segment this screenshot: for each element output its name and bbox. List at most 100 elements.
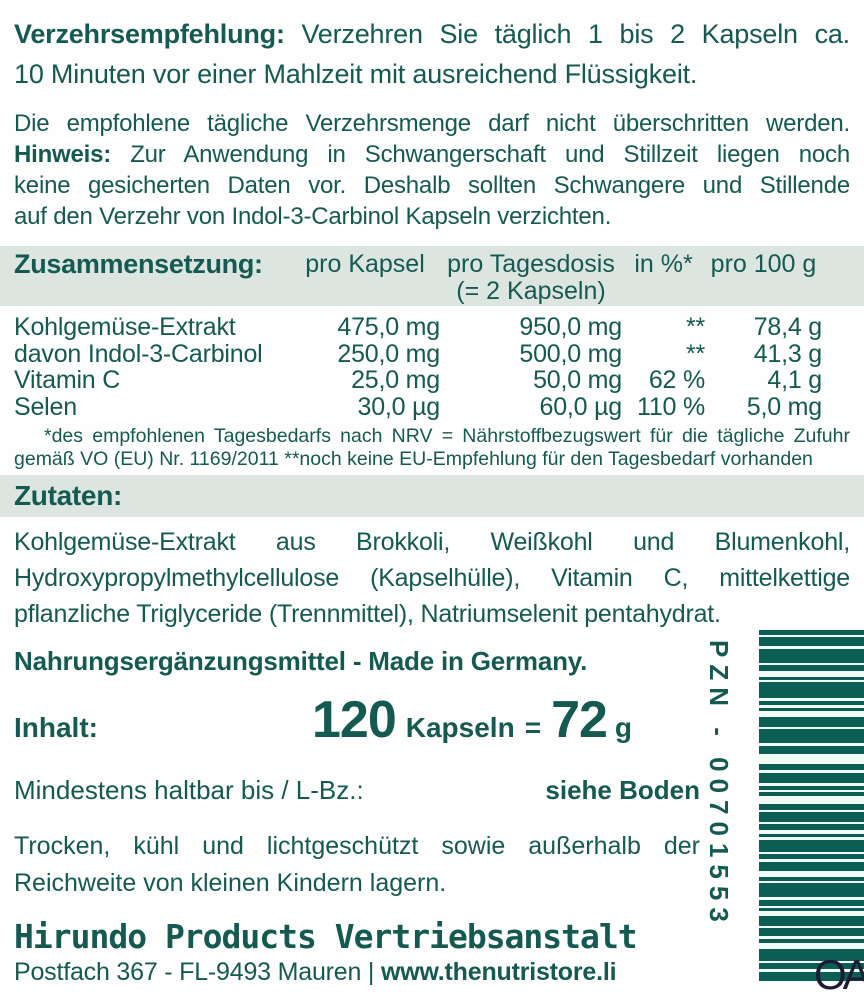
best-before-row: Mindestens haltbar bis / L-Bz.: siehe Bo… (14, 774, 700, 806)
barcode-bar (759, 729, 864, 743)
nrv-footnote: *des empfohlenen Tagesbedarfs nach NRV =… (14, 425, 850, 471)
equals-sign: = (524, 712, 542, 743)
barcode-bar (759, 649, 864, 663)
barcode-bar (759, 877, 864, 881)
capsule-count: 120 (312, 691, 397, 749)
barcode-bar (759, 939, 864, 943)
company-name: Hirundo Products Vertriebsanstalt (14, 917, 638, 956)
barcode-bar (759, 928, 864, 936)
dosage-line-1: Verzehrsempfehlung: Verzehren Sie täglic… (14, 14, 850, 54)
dosage-line-2: 10 Minuten vor einer Mahlzeit mit ausrei… (14, 59, 698, 89)
barcode-bar (759, 883, 864, 897)
website-url: www.thenutristore.li (380, 958, 617, 986)
barcode-bar (759, 812, 864, 822)
barcode-bar (759, 972, 864, 981)
warning-line-1: Die empfohlene tägliche Verzehrsmenge da… (14, 110, 850, 137)
row-per-capsule: 250,0 mg (337, 339, 440, 368)
storage-line-1: Trocken, kühl und lichtgeschützt sowie a… (14, 832, 700, 860)
dosage-lead: Verzehrsempfehlung: (14, 19, 285, 49)
barcode-bar (759, 862, 864, 871)
table-row: Kohlgemüse-Extrakt 475,0 mg 950,0 mg ** … (0, 314, 864, 341)
ingredients-line-1: Kohlgemüse-Extrakt aus Brokkoli, Weißkoh… (14, 528, 850, 556)
row-per-100g: 41,3 g (753, 339, 823, 368)
pzn-label: PZN - 00701553 (704, 640, 734, 929)
row-per-capsule: 30,0 µg (357, 392, 440, 421)
bottom-section: Nahrungsergänzungsmittel - Made in Germa… (0, 630, 864, 1000)
row-substance: Vitamin C (14, 366, 121, 394)
row-per-capsule: 25,0 mg (351, 366, 440, 394)
best-before-value: siehe Boden (545, 775, 700, 805)
barcode-bar (759, 792, 864, 796)
hinweis-lead: Hinweis: (14, 141, 112, 168)
ingredients-line-3: pflanzliche Triglyceride (Trennmittel), … (14, 600, 721, 628)
row-percent: 62 % (648, 366, 705, 394)
barcode-bar (759, 637, 864, 646)
barcode-bar (759, 764, 864, 770)
supplement-label: { "colors":{ "ink":"#155a50", "band":"#d… (0, 14, 864, 1000)
warning-line-4: auf den Verzehr von Indol-3-Carbinol Kap… (14, 203, 612, 230)
content-label: Inhalt: (14, 712, 98, 743)
column-header-percent: in %* (634, 250, 693, 278)
barcode-bar (759, 840, 864, 852)
row-per-dose: 50,0 mg (533, 366, 622, 394)
barcode-bar (759, 834, 864, 837)
row-substance: Selen (14, 392, 77, 421)
barcode-bar (759, 908, 864, 911)
storage-line-2: Reichweite von kleinen Kindern lagern. (14, 869, 447, 897)
per-dose-label: pro Tagesdosis (447, 250, 615, 278)
row-per-dose: 60,0 µg (539, 392, 622, 421)
warning-line-2: Hinweis: Zur Anwendung in Schwangerschaf… (14, 139, 850, 170)
barcode-bar (759, 701, 864, 705)
barcode-bar (759, 708, 864, 711)
row-percent: ** (685, 339, 705, 368)
table-row: Vitamin C 25,0 mg 50,0 mg 62 % 4,1 g (0, 367, 864, 394)
barcode-bar (759, 786, 864, 790)
row-per-dose: 500,0 mg (519, 339, 622, 368)
dosage-line-1-text: Verzehren Sie täglich 1 bis 2 Kapseln ca… (301, 19, 850, 49)
composition-title: Zusammensetzung: (14, 249, 263, 279)
dosage-recommendation: Verzehrsempfehlung: Verzehren Sie täglic… (14, 14, 850, 94)
barcode-bar (759, 677, 864, 680)
column-header-per-100g: pro 100 g (710, 250, 817, 278)
row-percent: ** (685, 313, 705, 341)
column-header-per-capsule: pro Kapsel (305, 250, 425, 278)
column-header-per-dose: pro Tagesdosis (= 2 Kapseln) (440, 251, 622, 306)
barcode-bar (759, 665, 864, 671)
per-dose-sublabel: (= 2 Kapseln) (456, 277, 606, 305)
warning-paragraph: Die empfohlene tägliche Verzehrsmenge da… (14, 108, 850, 232)
row-percent: 110 % (636, 392, 705, 421)
table-row: davon Indol-3-Carbinol 250,0 mg 500,0 mg… (0, 339, 864, 368)
barcode-bar (759, 854, 864, 859)
content-quantity-row: Inhalt: 120 Kapseln = 72 g (14, 692, 700, 748)
table-row: Selen 30,0 µg 60,0 µg 110 % 5,0 mg (0, 392, 864, 421)
warning-line-3: keine gesicherten Daten vor. Deshalb sol… (14, 172, 850, 199)
warning-line-2-text: Zur Anwendung in Schwangerschaft und Sti… (130, 141, 851, 168)
barcode-bar (759, 963, 864, 969)
row-per-100g: 78,4 g (753, 313, 823, 341)
barcode-bar (759, 717, 864, 727)
row-per-capsule: 475,0 mg (337, 313, 440, 341)
made-in-germany-line: Nahrungsergänzungsmittel - Made in Germa… (14, 646, 588, 676)
ingredients-header-band: Zutaten: (0, 475, 864, 517)
capsule-unit: Kapseln (405, 712, 515, 743)
barcode-bar (759, 682, 864, 698)
ingredients-title: Zutaten: (14, 480, 123, 511)
barcode-bar (759, 746, 864, 754)
ingredients-paragraph: Kohlgemüse-Extrakt aus Brokkoli, Weißkoh… (14, 524, 850, 632)
barcode-bar (759, 949, 864, 961)
barcode-bar (759, 824, 864, 830)
composition-table: Kohlgemüse-Extrakt 475,0 mg 950,0 mg ** … (0, 314, 864, 420)
row-per-100g: 4,1 g (767, 366, 822, 394)
footnote-line-1: *des empfohlenen Tagesbedarfs nach NRV =… (44, 425, 850, 447)
row-substance: Kohlgemüse-Extrakt (14, 313, 236, 341)
best-before-label: Mindestens haltbar bis / L-Bz.: (14, 775, 364, 805)
barcode-bar (759, 900, 864, 906)
weight-unit: g (614, 712, 633, 743)
barcode (759, 630, 864, 982)
composition-header-band: Zusammensetzung: pro Kapsel pro Tagesdos… (0, 246, 864, 306)
pzn-number-vertical: PZN - 00701553 (700, 640, 734, 960)
address-separator: | (361, 958, 381, 986)
oa-watermark: OA (814, 951, 864, 998)
ingredients-line-2: Hydroxypropylmethylcellulose (Kapselhüll… (14, 564, 850, 592)
net-weight: 72 (551, 691, 608, 749)
